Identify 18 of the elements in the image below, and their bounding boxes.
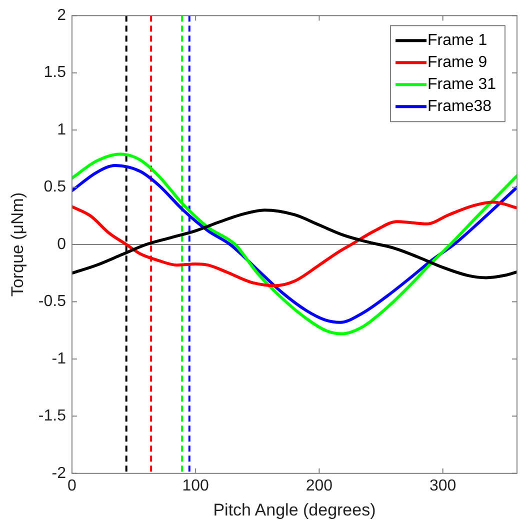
y-tick-label: 0.5 [44,178,66,196]
x-tick-label: 100 [182,477,210,494]
x-axis-title: Pitch Angle (degrees) [213,500,376,520]
y-tick-label: -1 [52,350,66,368]
legend-label: Frame38 [428,98,492,116]
x-tick-label: 200 [306,477,333,494]
y-tick-label: 0 [57,236,66,253]
y-tick-label: 2 [57,7,66,24]
y-axis-title: Torque (μNm) [8,192,27,297]
y-tick-label: 1.5 [44,64,66,82]
y-tick-label: -0.5 [38,293,66,310]
legend-label: Frame 9 [428,54,488,72]
y-tick-label: 1 [57,121,66,138]
legend-label: Frame 1 [428,32,488,50]
y-tick-label: -1.5 [38,408,66,425]
y-tick-label: -2 [52,464,66,482]
x-tick-label: 300 [429,477,456,494]
legend-label: Frame 31 [428,76,496,94]
